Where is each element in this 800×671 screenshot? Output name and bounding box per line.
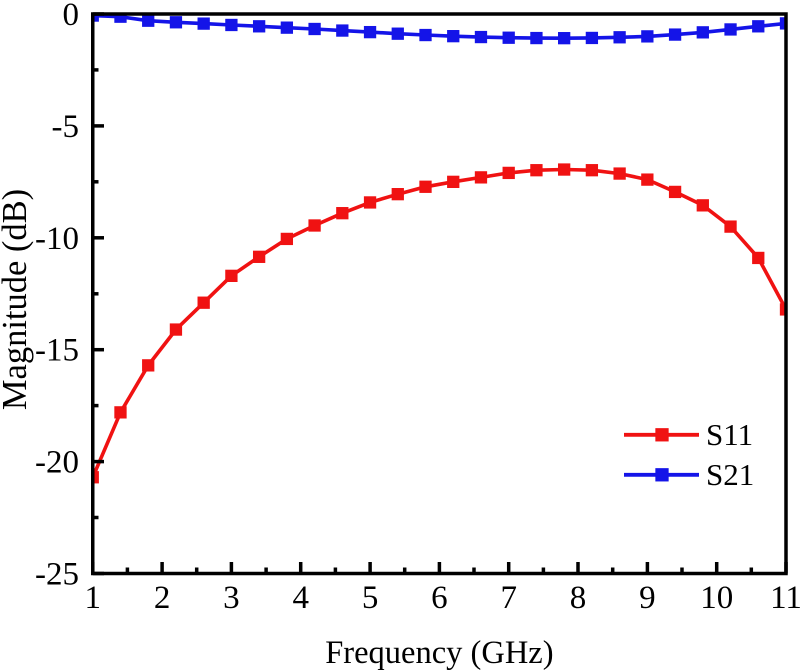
- svg-text:S21: S21: [706, 457, 754, 492]
- svg-text:-20: -20: [35, 445, 79, 481]
- svg-text:11: 11: [770, 580, 800, 616]
- svg-text:-10: -10: [35, 221, 79, 257]
- svg-text:-5: -5: [52, 109, 80, 145]
- svg-text:1: 1: [85, 580, 102, 616]
- svg-text:8: 8: [570, 580, 587, 616]
- svg-text:-25: -25: [35, 557, 79, 593]
- svg-text:0: 0: [63, 0, 80, 33]
- svg-text:5: 5: [362, 580, 379, 616]
- svg-text:Magnitude (dB): Magnitude (dB): [0, 189, 34, 410]
- svg-text:S11: S11: [706, 417, 753, 452]
- svg-text:Frequency (GHz): Frequency (GHz): [325, 635, 553, 671]
- svg-text:7: 7: [500, 580, 517, 616]
- svg-text:10: 10: [700, 580, 733, 616]
- svg-text:2: 2: [154, 580, 171, 616]
- svg-text:4: 4: [292, 580, 309, 616]
- svg-text:6: 6: [431, 580, 448, 616]
- svg-text:-15: -15: [35, 333, 79, 369]
- svg-text:3: 3: [223, 580, 240, 616]
- svg-text:9: 9: [639, 580, 656, 616]
